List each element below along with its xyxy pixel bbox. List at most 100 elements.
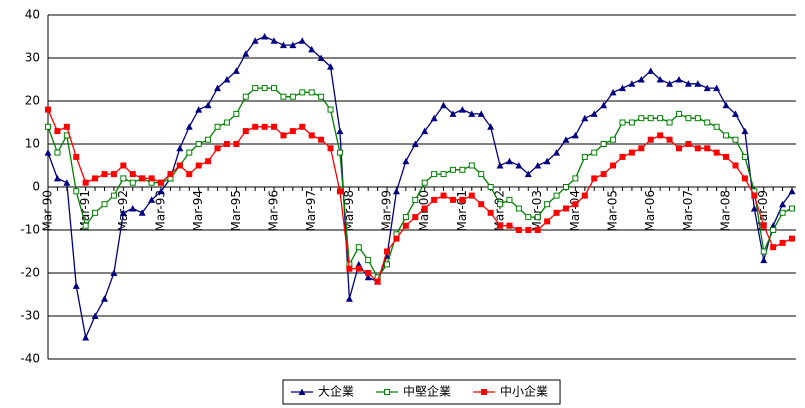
point [553,192,560,199]
point [120,175,127,182]
point [741,175,748,182]
point [751,192,758,199]
y-tick-label: -20 [20,266,40,280]
point [195,162,202,169]
point [675,110,682,117]
point [261,33,269,40]
point [242,93,249,100]
point [110,171,117,178]
point [656,76,664,83]
point [610,136,617,143]
point [223,141,230,147]
point [214,84,222,92]
x-tick-label: Mar-06 [643,190,657,231]
point [345,295,353,302]
point [421,179,428,186]
point [327,106,334,113]
point [299,89,306,96]
point [525,227,532,233]
point [770,244,777,251]
point [138,209,146,216]
point [392,187,400,195]
point [675,145,682,152]
point [327,63,335,70]
point [431,196,438,203]
point [789,235,795,242]
point [544,218,551,225]
point [571,131,579,139]
y-tick-label: 10 [25,137,40,151]
point [44,149,52,156]
point [157,187,165,195]
point [148,196,156,203]
point [308,45,316,53]
point [119,209,127,216]
point [685,141,692,147]
point [318,136,325,143]
point [468,192,475,199]
point [402,222,409,229]
point [534,227,541,233]
point [515,205,522,212]
point [185,123,193,130]
point [647,115,654,122]
point [628,149,635,156]
point [553,149,561,156]
x-tick-label: Mar-01 [455,190,469,231]
point [713,123,720,130]
point [459,166,466,173]
point [449,166,456,173]
point [440,101,448,109]
point [280,132,287,139]
x-tick-label: Mar-03 [530,190,544,231]
point [92,209,99,216]
point [543,157,551,165]
point [666,80,674,87]
point [289,128,296,135]
point [261,85,268,92]
point [647,67,655,74]
y-tick-label: -30 [20,309,40,323]
point [694,80,702,87]
x-tick-label: Mar-04 [568,190,582,231]
point [73,188,80,195]
point [252,85,259,92]
point [731,110,739,117]
point [186,149,193,156]
point [458,106,466,113]
point [355,265,362,272]
point [459,196,466,203]
legend-box [282,379,561,405]
point [553,209,560,216]
point [431,171,438,178]
point [430,114,438,122]
x-tick-label: Mar-99 [380,190,394,231]
point [591,175,598,182]
point [741,153,748,160]
point [261,123,268,130]
point [562,184,569,190]
point [760,248,767,255]
point [600,171,607,178]
point [713,149,720,156]
point [421,205,428,212]
legend-label: 中堅企業 [403,384,451,399]
point [336,188,343,195]
point [271,123,278,130]
point [298,37,306,44]
point [666,119,673,126]
point [110,269,118,276]
point [402,157,410,165]
legend-marker [298,388,306,395]
point [139,175,146,182]
point [252,123,259,130]
x-tick-label: Mar-93 [154,190,168,231]
point [477,110,485,117]
point [242,50,250,57]
point [393,235,400,242]
point [53,174,61,182]
point [120,162,127,169]
point [534,162,542,169]
point [233,110,240,117]
